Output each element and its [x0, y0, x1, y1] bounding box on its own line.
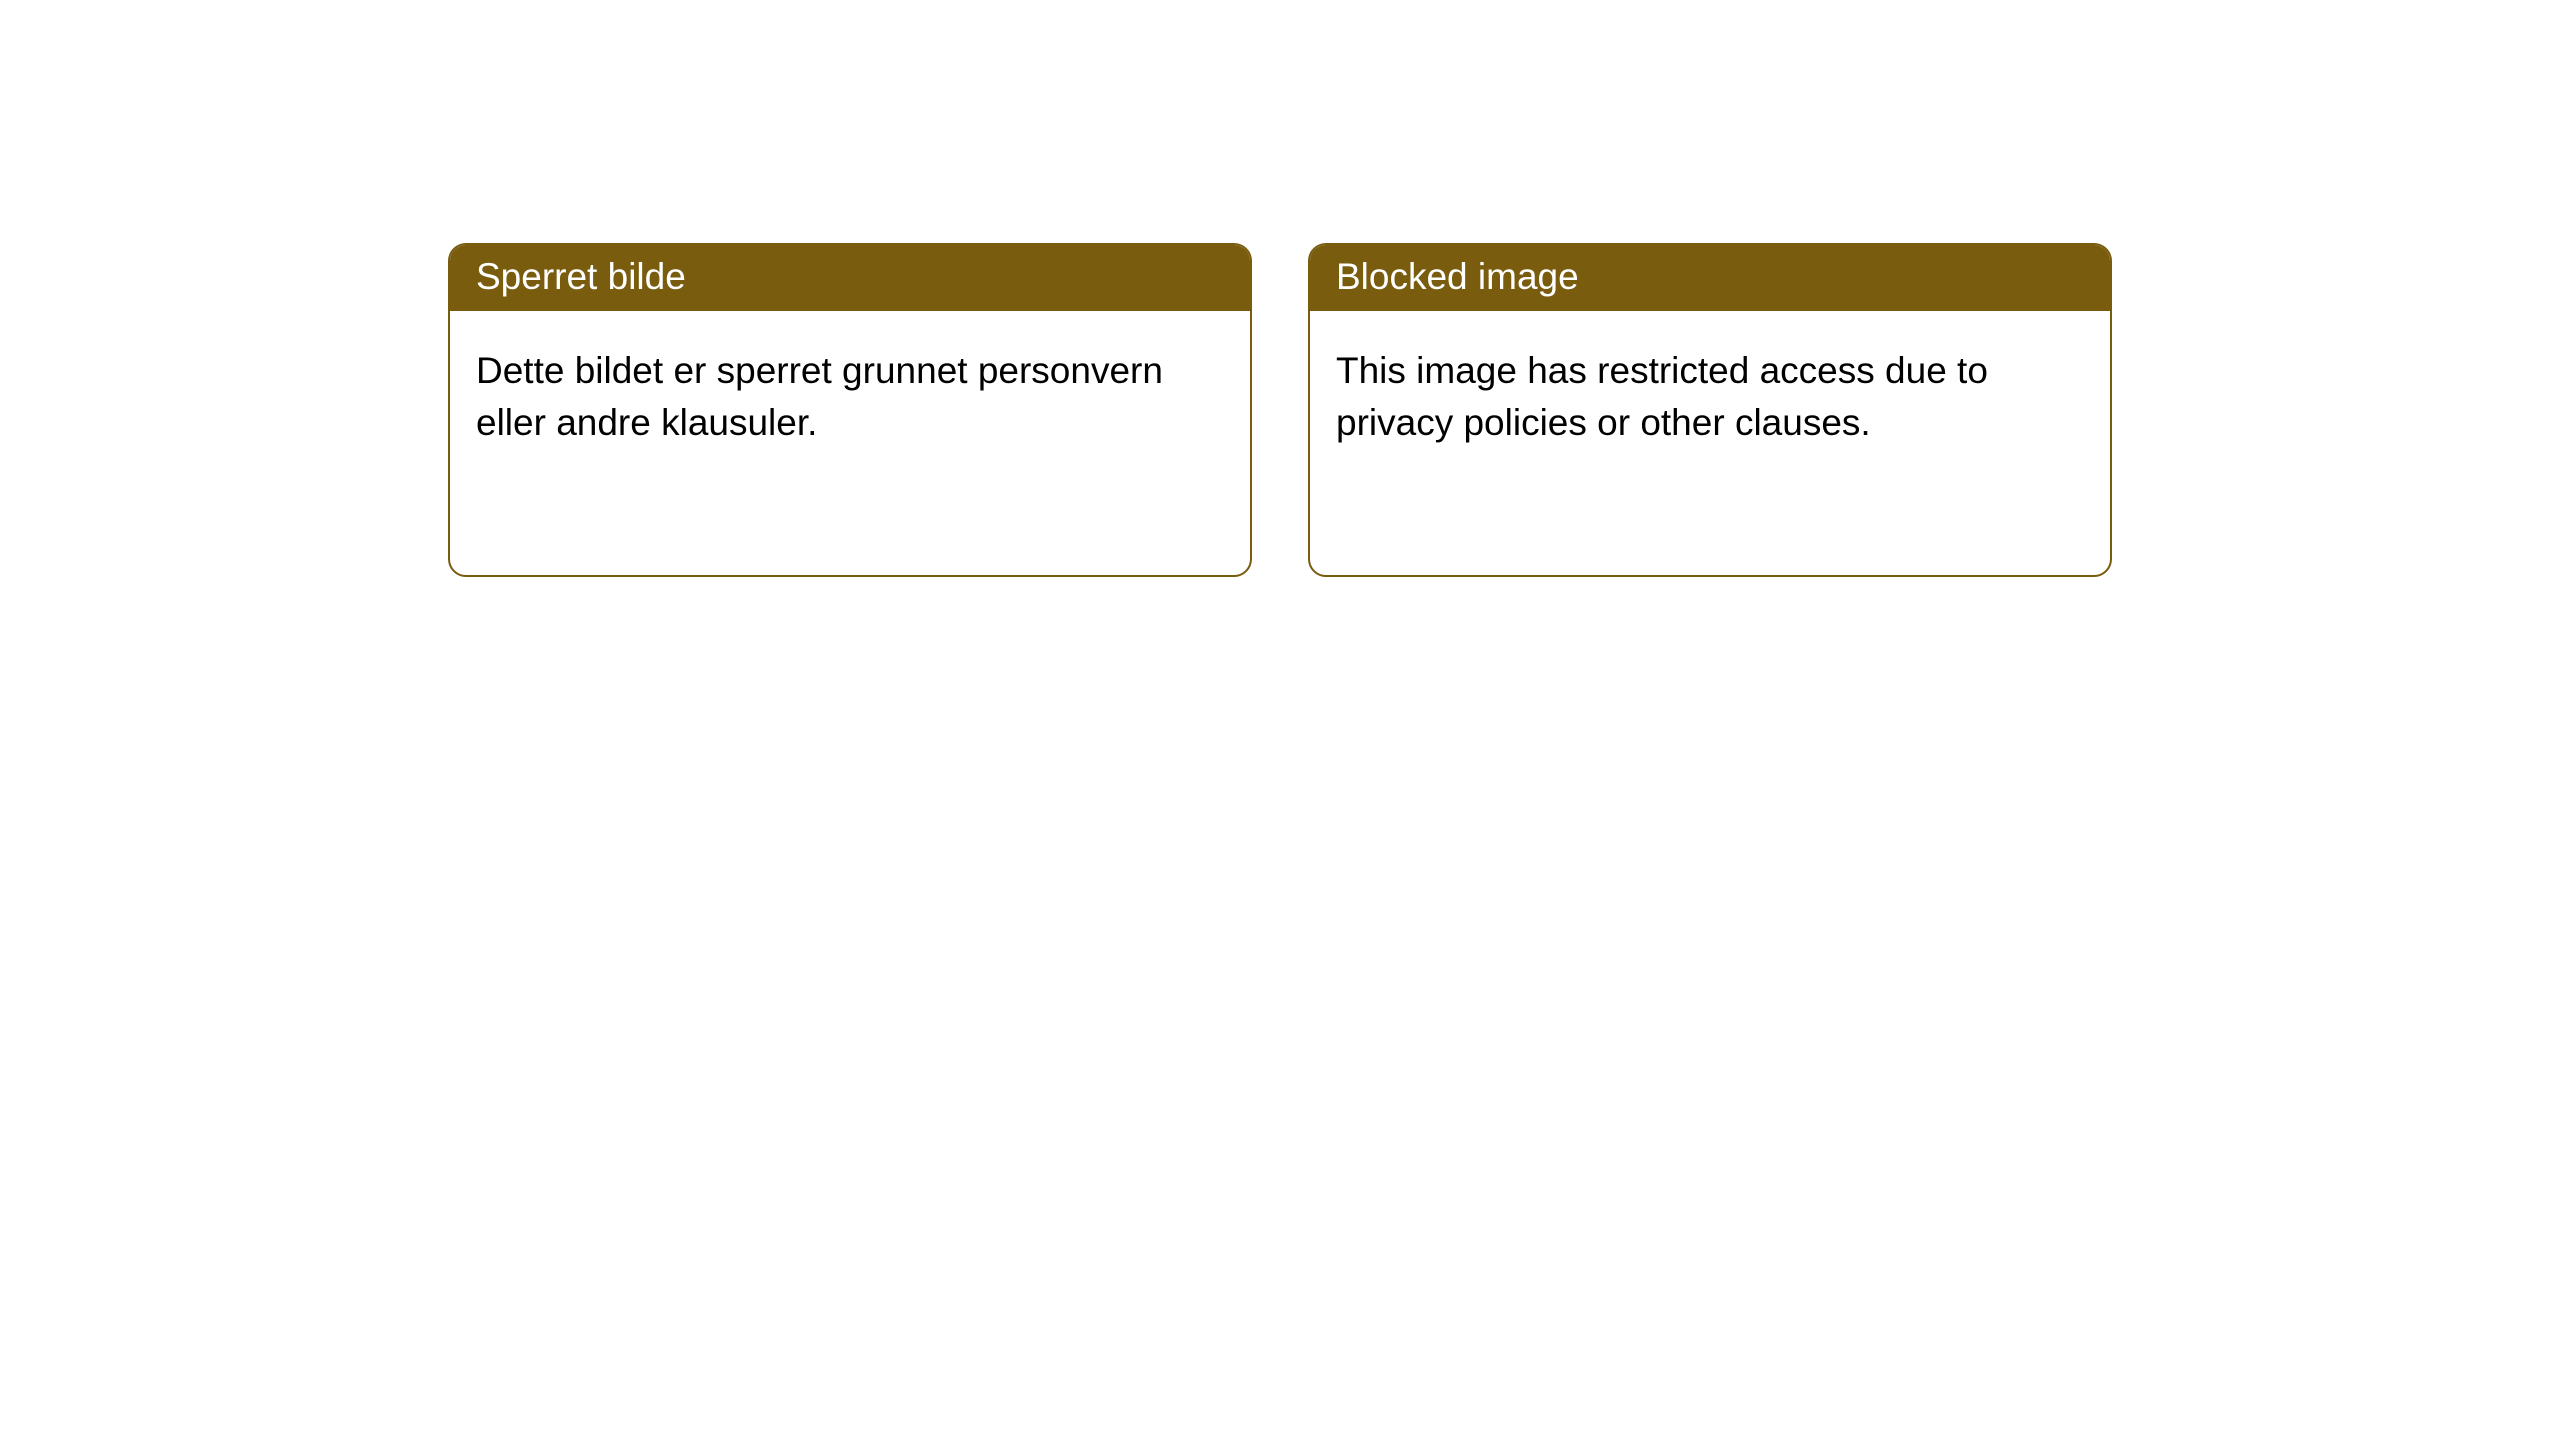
notice-card-norwegian: Sperret bilde Dette bildet er sperret gr… — [448, 243, 1252, 577]
card-body-text: Dette bildet er sperret grunnet personve… — [450, 311, 1250, 483]
notice-cards-container: Sperret bilde Dette bildet er sperret gr… — [0, 0, 2560, 577]
notice-card-english: Blocked image This image has restricted … — [1308, 243, 2112, 577]
card-body-text: This image has restricted access due to … — [1310, 311, 2110, 483]
card-title: Blocked image — [1310, 245, 2110, 311]
card-title: Sperret bilde — [450, 245, 1250, 311]
